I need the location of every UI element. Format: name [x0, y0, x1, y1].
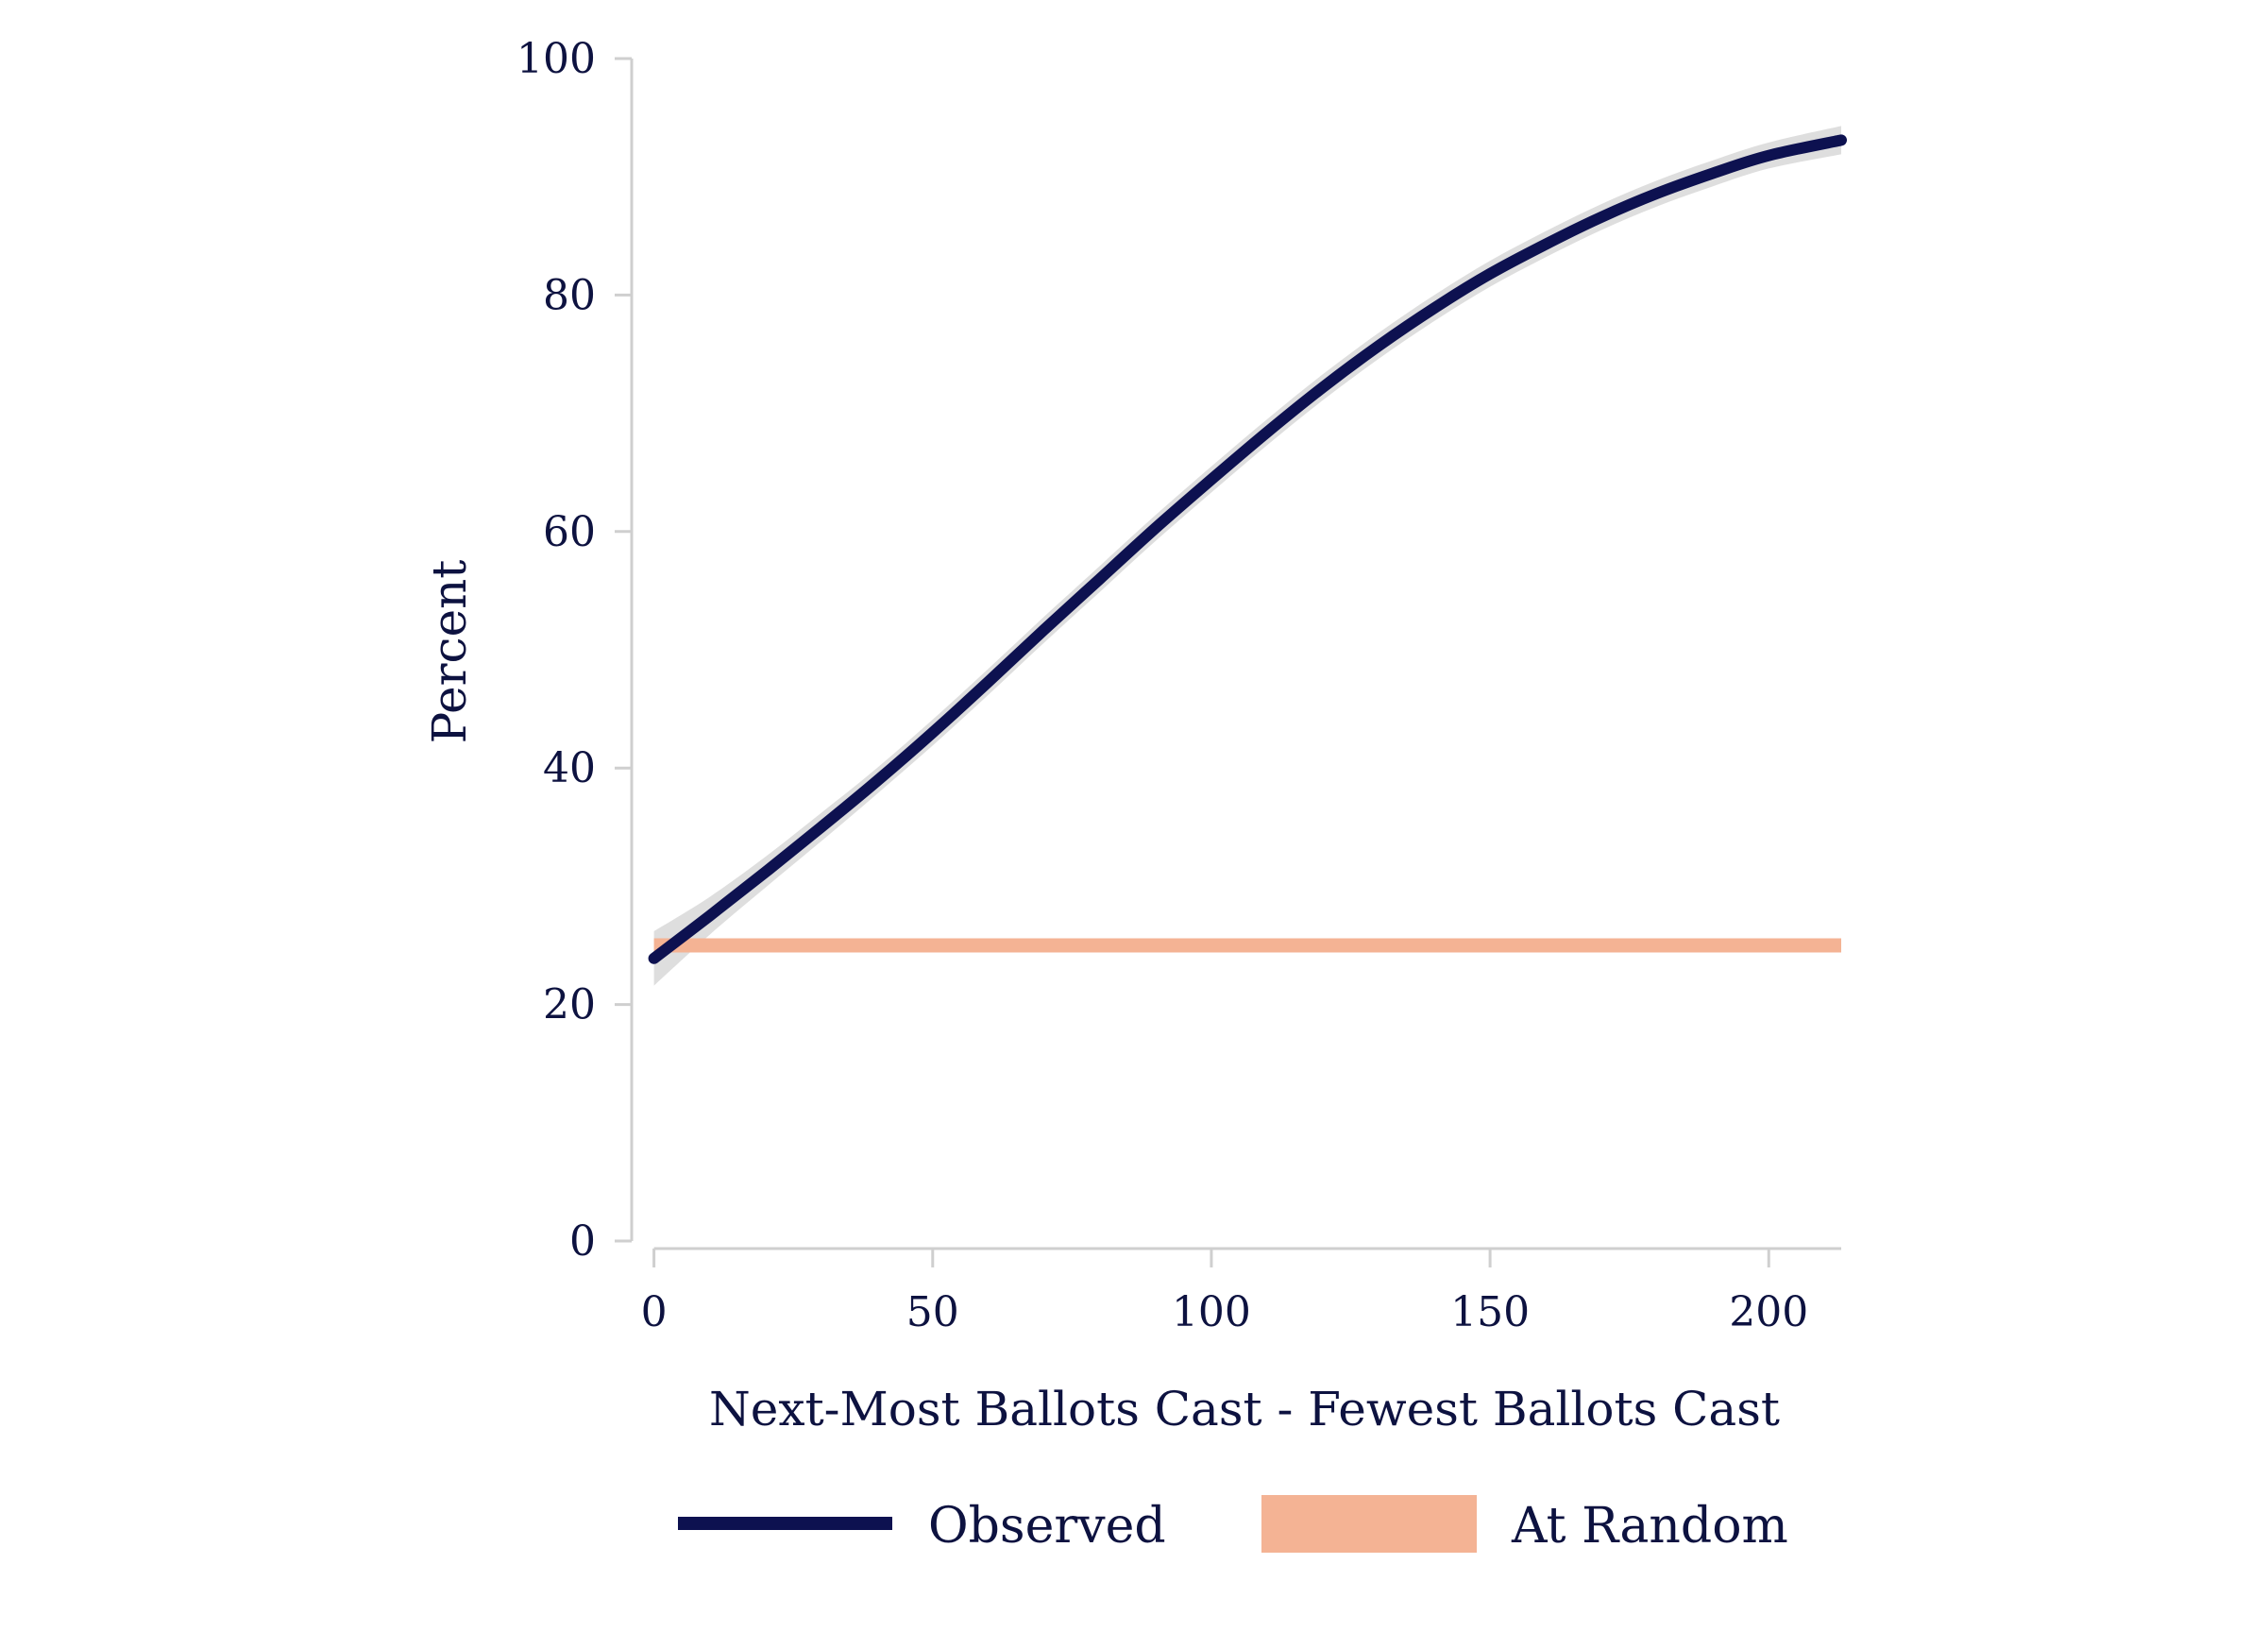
legend-label-at-random: At Random	[1511, 1498, 1788, 1555]
y-tick-label: 0	[569, 1217, 596, 1266]
y-tick-label: 80	[543, 271, 596, 319]
x-tick-label: 50	[906, 1288, 959, 1336]
confidence-band-layer	[653, 126, 1841, 986]
y-tick-label: 20	[543, 981, 596, 1029]
y-tick-label: 60	[543, 508, 596, 556]
series-line-observed	[648, 134, 1847, 964]
legend-swatch-at-random	[1261, 1495, 1477, 1553]
legend: Observed At Random	[678, 1495, 1788, 1555]
confidence-band-observed	[653, 126, 1841, 986]
legend-item-observed: Observed	[678, 1498, 1166, 1555]
legend-item-at-random: At Random	[1261, 1495, 1788, 1555]
x-tick-label: 0	[641, 1288, 668, 1336]
x-tick-label: 100	[1172, 1288, 1251, 1336]
y-tick-label: 40	[543, 744, 596, 792]
series-layer	[648, 134, 1847, 964]
y-axis-title: Percent	[422, 560, 477, 744]
axes	[630, 59, 1841, 1250]
y-ticks: 0 20 40 60 80 100	[516, 35, 632, 1266]
x-axis-title: Next-Most Ballots Cast - Fewest Ballots …	[709, 1382, 1780, 1436]
x-ticks: 0 50 100 150 200	[641, 1249, 1808, 1336]
legend-label-observed: Observed	[928, 1498, 1166, 1555]
x-tick-label: 150	[1450, 1288, 1530, 1336]
y-tick-label: 100	[516, 35, 596, 83]
x-tick-label: 200	[1729, 1288, 1808, 1336]
